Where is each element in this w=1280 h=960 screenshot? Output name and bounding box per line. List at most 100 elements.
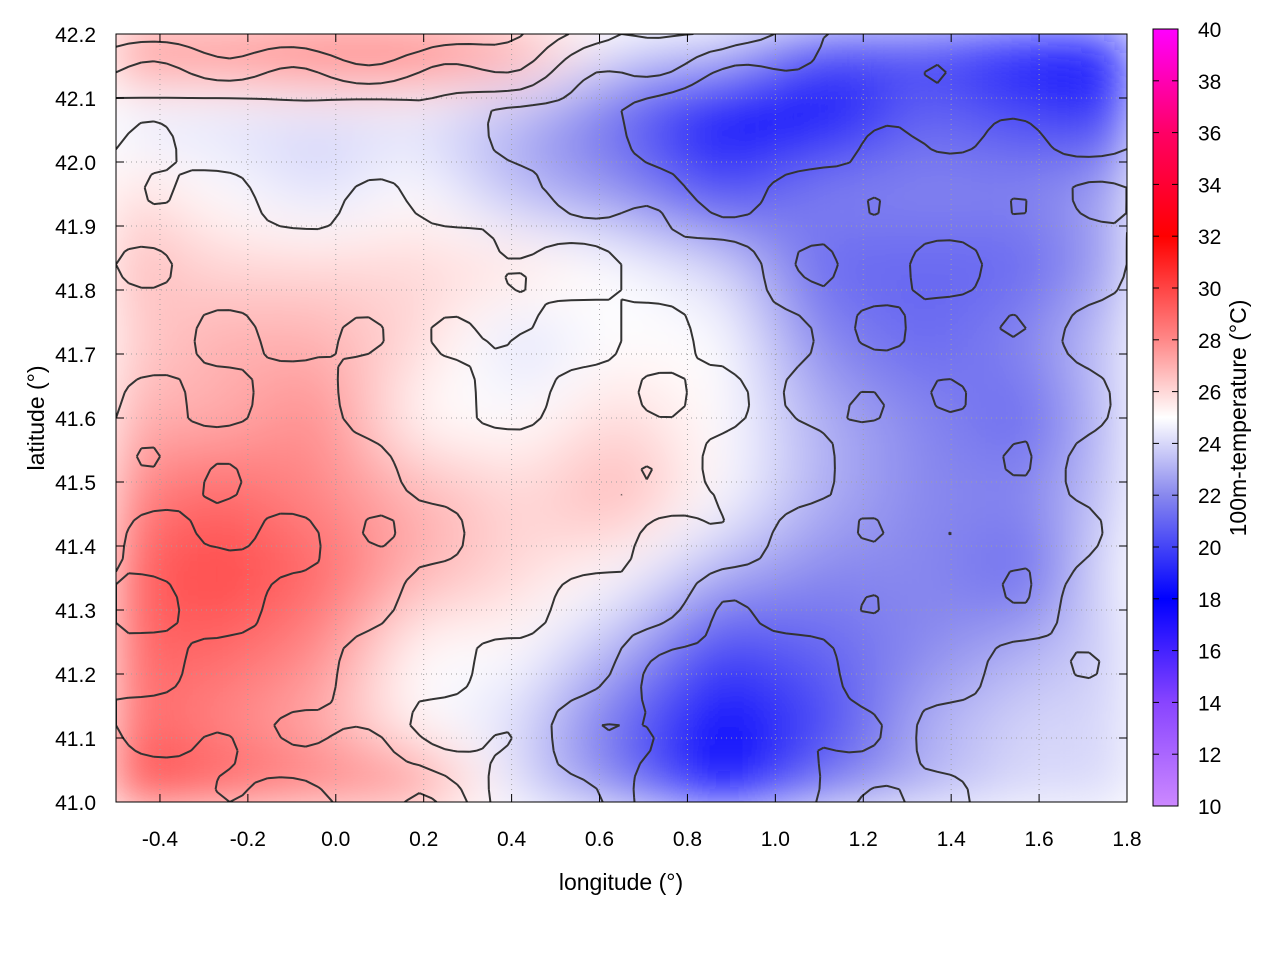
heatmap-cell (928, 647, 953, 675)
heatmap-cell (488, 698, 513, 727)
heatmap-cell (202, 596, 227, 624)
heatmap-cell (532, 212, 557, 240)
heatmap-cell (906, 647, 931, 675)
heatmap-cell (906, 519, 931, 547)
heatmap-cell (840, 468, 865, 496)
heatmap-cell (180, 263, 205, 291)
heatmap-cell (752, 161, 777, 189)
heatmap-cell (180, 135, 205, 163)
heatmap-cell (620, 263, 645, 291)
heatmap-cell (598, 135, 623, 163)
heatmap-cell (708, 34, 733, 61)
heatmap-cell (730, 186, 755, 215)
heatmap-cell (752, 468, 777, 496)
heatmap-cell (884, 621, 909, 650)
heatmap-cell (202, 647, 227, 675)
heatmap-cell (752, 289, 777, 317)
heatmap-cell (862, 340, 887, 368)
heatmap-cell (1060, 468, 1085, 496)
heatmap-cell (1016, 673, 1041, 701)
heatmap-cell (1016, 417, 1041, 445)
heatmap-cell (840, 34, 865, 61)
heatmap-cell (840, 775, 865, 802)
heatmap-cell (466, 314, 491, 343)
heatmap-cell (796, 596, 821, 624)
heatmap-cell (378, 621, 403, 650)
heatmap-cell (950, 673, 975, 701)
heatmap-cell (510, 545, 535, 573)
heatmap-cell (1104, 621, 1127, 650)
heatmap-cell (994, 673, 1019, 701)
heatmap-cell (180, 340, 205, 368)
heatmap-cell (444, 365, 469, 394)
heatmap-cell (532, 109, 557, 138)
heatmap-cell (466, 621, 491, 650)
heatmap-cell (356, 58, 381, 87)
contour-line (601, 34, 1127, 802)
heatmap-cell (422, 109, 447, 138)
heatmap-cell (862, 570, 887, 599)
heatmap-cell (796, 161, 821, 189)
heatmap-cell (400, 417, 425, 445)
heatmap-cell (1060, 519, 1085, 547)
heatmap-cell (796, 289, 821, 317)
heatmap-cell (642, 34, 667, 61)
heatmap-cell (686, 365, 711, 394)
heatmap-cell (378, 468, 403, 496)
heatmap-cell (862, 698, 887, 727)
heatmap-cell (510, 673, 535, 701)
heatmap-cell (356, 84, 381, 112)
heatmap-cell (444, 109, 469, 138)
heatmap-cell (510, 468, 535, 496)
heatmap-cell (576, 775, 601, 802)
heatmap-cell (158, 58, 183, 87)
x-tick-label: 0.6 (585, 828, 614, 851)
heatmap-cell (488, 212, 513, 240)
heatmap-cell (116, 186, 139, 215)
heatmap-cell (664, 314, 689, 343)
heatmap-cell (532, 519, 557, 547)
heatmap-cell (972, 58, 997, 87)
heatmap-cell (576, 749, 601, 778)
heatmap-cell (774, 109, 799, 138)
heatmap-cell (576, 570, 601, 599)
heatmap-cell (510, 647, 535, 675)
heatmap-cell (334, 749, 359, 778)
heatmap-cell (268, 109, 293, 138)
heatmap-cell (686, 289, 711, 317)
heatmap-cell (708, 749, 733, 778)
heatmap-cell (1060, 212, 1085, 240)
heatmap-cell (642, 135, 667, 163)
heatmap-cell (730, 468, 755, 496)
heatmap-cell (1082, 391, 1107, 419)
heatmap-cell (224, 58, 249, 87)
heatmap-cell (554, 135, 579, 163)
heatmap-cell (840, 596, 865, 624)
heatmap-cell (1082, 775, 1107, 802)
heatmap-cell (136, 596, 161, 624)
heatmap-cell (1060, 161, 1085, 189)
heatmap-cell (884, 570, 909, 599)
heatmap-cell (1082, 109, 1107, 138)
heatmap-cell (796, 724, 821, 752)
heatmap-cell (1104, 570, 1127, 599)
heatmap-cell (928, 84, 953, 112)
heatmap-cell (1104, 34, 1127, 61)
heatmap-cell (862, 724, 887, 752)
y-tick-label: 41.6 (55, 408, 96, 431)
heatmap-cell (488, 775, 513, 802)
heatmap-cell (312, 417, 337, 445)
contour-line (116, 34, 751, 802)
heatmap-cell (510, 109, 535, 138)
heatmap-cell (1016, 724, 1041, 752)
heatmap-cell (1104, 468, 1127, 496)
heatmap-cell (224, 673, 249, 701)
heatmap-cell (378, 161, 403, 189)
heatmap-cell (598, 698, 623, 727)
heatmap-cell (620, 417, 645, 445)
heatmap-cell (862, 84, 887, 112)
heatmap-cell (576, 135, 601, 163)
heatmap-cell (928, 545, 953, 573)
heatmap-cell (708, 314, 733, 343)
heatmap-cell (664, 570, 689, 599)
